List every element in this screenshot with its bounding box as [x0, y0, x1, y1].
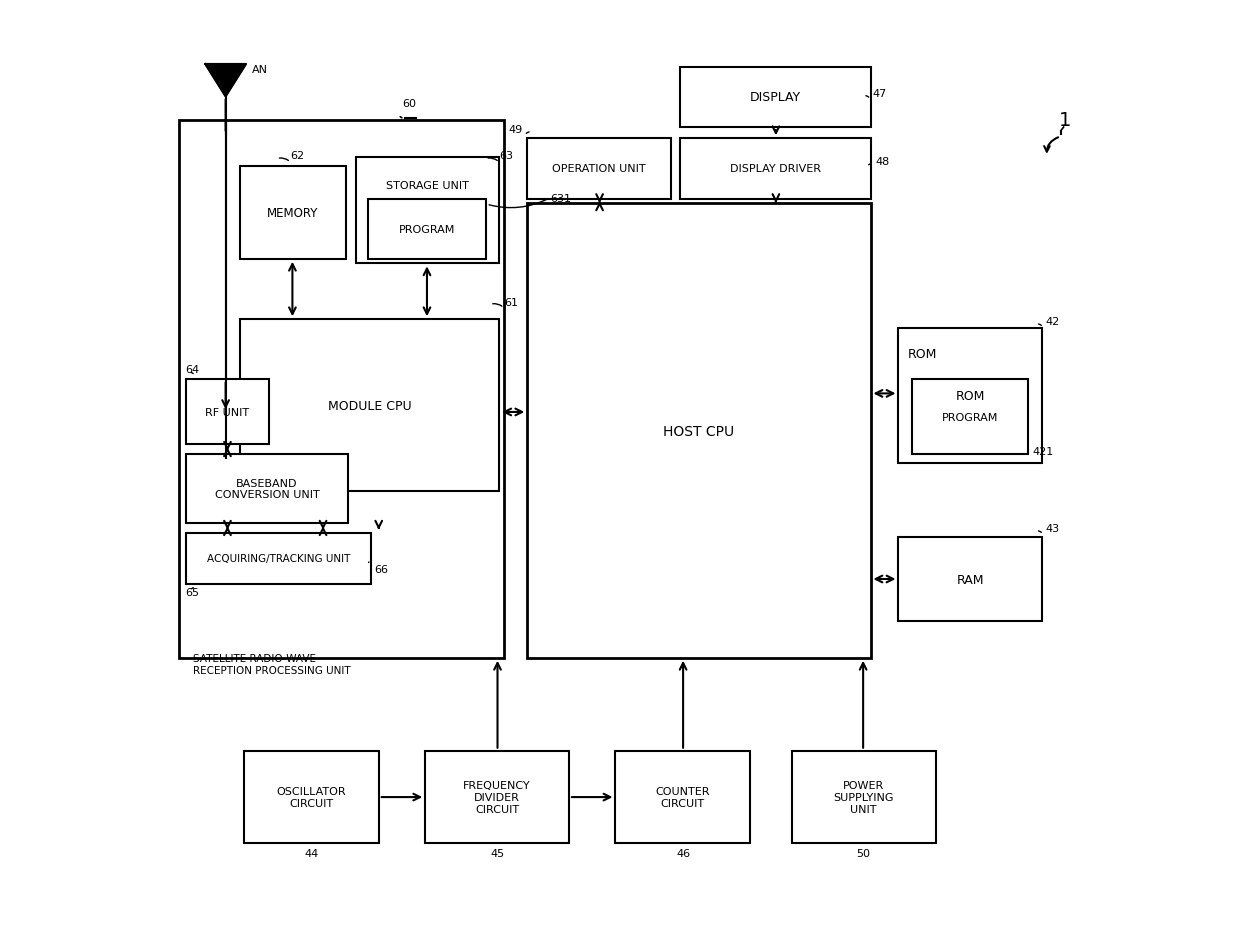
Text: DISPLAY DRIVER: DISPLAY DRIVER	[730, 164, 821, 174]
FancyBboxPatch shape	[186, 380, 269, 445]
FancyBboxPatch shape	[681, 139, 870, 199]
Text: OSCILLATOR
CIRCUIT: OSCILLATOR CIRCUIT	[277, 786, 346, 808]
FancyBboxPatch shape	[899, 538, 1043, 621]
FancyBboxPatch shape	[527, 139, 671, 199]
Text: MEMORY: MEMORY	[267, 207, 319, 220]
Text: OPERATION UNIT: OPERATION UNIT	[552, 164, 646, 174]
Text: PROGRAM: PROGRAM	[942, 413, 998, 422]
Text: 1: 1	[1059, 111, 1071, 130]
Text: 43: 43	[1045, 523, 1059, 533]
Text: 46: 46	[676, 848, 691, 858]
Text: 61: 61	[503, 298, 518, 308]
Text: 47: 47	[873, 89, 887, 99]
Text: RAM: RAM	[956, 573, 985, 586]
Text: 65: 65	[186, 588, 200, 598]
FancyBboxPatch shape	[425, 751, 569, 844]
Text: COUNTER
CIRCUIT: COUNTER CIRCUIT	[656, 786, 709, 808]
FancyBboxPatch shape	[356, 158, 500, 264]
Text: ROM: ROM	[956, 389, 985, 403]
FancyBboxPatch shape	[791, 751, 935, 844]
Text: 50: 50	[856, 848, 870, 858]
Text: 62: 62	[290, 151, 305, 161]
Text: POWER
SUPPLYING
UNIT: POWER SUPPLYING UNIT	[833, 781, 894, 814]
Text: ACQUIRING/TRACKING UNIT: ACQUIRING/TRACKING UNIT	[207, 553, 350, 564]
Text: SATELLITE RADIO-WAVE
RECEPTION PROCESSING UNIT: SATELLITE RADIO-WAVE RECEPTION PROCESSIN…	[193, 654, 351, 675]
Text: RF UNIT: RF UNIT	[206, 408, 249, 417]
FancyBboxPatch shape	[239, 167, 346, 260]
Text: 48: 48	[875, 158, 889, 167]
FancyBboxPatch shape	[681, 68, 870, 128]
FancyBboxPatch shape	[186, 454, 348, 524]
Polygon shape	[205, 65, 246, 97]
Text: 66: 66	[374, 565, 388, 575]
Text: 49: 49	[508, 124, 522, 134]
Text: 63: 63	[500, 151, 513, 161]
Text: 64: 64	[186, 364, 200, 375]
FancyBboxPatch shape	[244, 751, 378, 844]
Text: FREQUENCY
DIVIDER
CIRCUIT: FREQUENCY DIVIDER CIRCUIT	[464, 781, 531, 814]
FancyBboxPatch shape	[527, 204, 870, 658]
FancyBboxPatch shape	[180, 121, 503, 658]
Text: BASEBAND
CONVERSION UNIT: BASEBAND CONVERSION UNIT	[215, 478, 319, 500]
Text: 45: 45	[491, 848, 505, 858]
Text: AN: AN	[252, 65, 268, 74]
Text: HOST CPU: HOST CPU	[663, 424, 734, 438]
FancyBboxPatch shape	[186, 533, 371, 584]
FancyBboxPatch shape	[899, 329, 1043, 464]
FancyBboxPatch shape	[239, 320, 500, 491]
Text: 60: 60	[402, 98, 415, 108]
Text: DISPLAY: DISPLAY	[750, 91, 801, 105]
FancyBboxPatch shape	[615, 751, 750, 844]
Text: STORAGE UNIT: STORAGE UNIT	[386, 181, 469, 190]
Text: 42: 42	[1045, 316, 1059, 326]
Text: 44: 44	[305, 848, 319, 858]
Text: PROGRAM: PROGRAM	[399, 224, 455, 235]
FancyBboxPatch shape	[913, 380, 1028, 454]
Text: 631: 631	[551, 194, 572, 203]
Text: MODULE CPU: MODULE CPU	[327, 399, 412, 413]
FancyBboxPatch shape	[367, 199, 486, 260]
Text: ROM: ROM	[908, 348, 937, 361]
Text: 421: 421	[1032, 447, 1053, 456]
